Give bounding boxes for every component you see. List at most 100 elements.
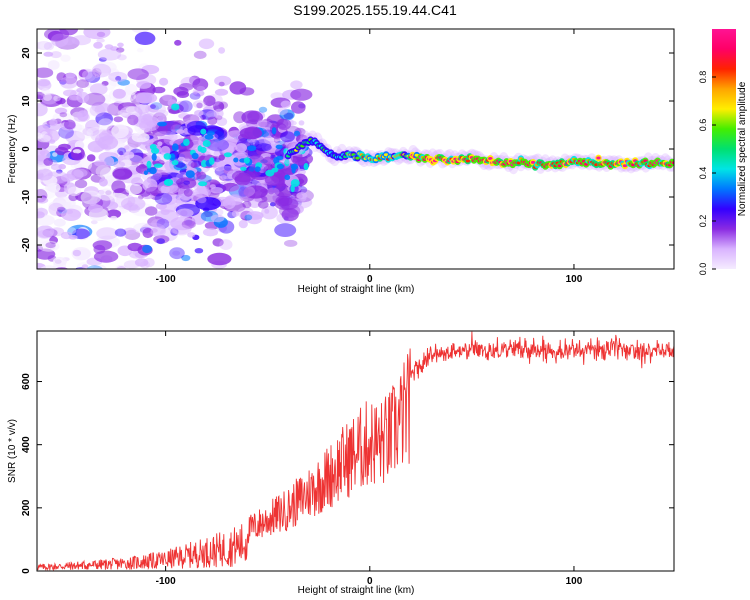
spectrogram-cell [671,161,674,165]
spectrogram-cell [50,51,62,59]
spectrogram-cell [95,112,113,126]
spectrogram-cell [39,150,46,156]
spectrogram-cell [275,144,283,150]
spectrogram-cell [82,70,93,80]
spectrogram-cell [95,165,111,178]
spectrogram-cell [65,130,85,144]
spectrogram-cell [123,227,136,235]
spectrogram-cell [193,90,205,97]
spectrogram-cell [126,295,149,307]
spectrogram-cell [284,158,290,167]
spectrogram-cell [67,186,82,197]
spectrogram-cell [196,102,203,109]
spectrogram-cell [43,93,52,101]
spectrogram-cell [60,231,73,240]
spectrogram-cell [176,282,187,290]
spectrogram-cell [39,265,59,269]
spectrogram-cell [94,74,100,78]
spectrogram-cell [244,126,262,140]
spectrogram-cell [89,104,106,117]
spectrogram-cell [192,78,209,91]
spectrogram-cell [58,143,71,151]
spectrogram-cell [284,174,291,181]
spectrogram-cell [153,163,163,168]
spectrogram-cell [229,184,256,198]
spectrogram-cell [290,179,300,187]
spectrogram-cell [61,276,68,282]
spectrogram-cell [63,89,77,97]
spectrogram-cell [43,157,53,166]
spectrogram-x-tick-label: -100 [156,274,176,285]
colorbar-ticks: 0.0 0.2 0.4 0.6 0.8 [698,71,716,275]
spectrogram-cell [90,220,98,225]
spectrogram-cell [91,63,112,78]
spectrogram-cell [155,109,169,118]
spectrogram-cell [123,202,139,211]
spectrogram-cell [97,188,116,201]
spectrogram-cell [154,192,173,205]
spectrogram-cell [135,303,153,313]
spectrogram-cell [92,294,101,299]
spectrogram-cell [96,38,105,43]
spectrogram-cell [109,289,130,300]
spectrogram-cell [214,88,229,96]
spectrogram-cell [178,100,193,113]
spectrogram-cell [37,67,54,78]
spectrogram-cell [160,209,170,216]
spectrogram-cell [254,166,261,172]
spectrogram-cell [303,163,309,171]
spectrogram-cell [54,107,68,115]
spectrogram-cell [49,118,58,127]
spectrogram-y-tick-label: -20 [21,237,32,252]
spectrogram-cell [117,42,124,48]
spectrogram-cell [99,283,108,291]
spectrogram-cell [94,160,107,167]
spectrogram-cell [92,264,107,269]
spectrogram-cell [110,215,118,221]
spectrogram-cell [273,136,281,144]
spectrogram-cell [47,60,60,70]
spectrogram-cell [260,129,276,139]
spectrogram-cell [275,195,290,207]
spectrogram-cell [276,163,285,170]
spectrogram-cell [96,227,118,240]
spectrogram-cell [197,285,217,295]
spectrogram-cell [271,127,277,135]
snr-x-tick-label: 100 [566,576,583,587]
spectrogram-cell [118,151,124,156]
spectrogram-cell [209,157,215,165]
spectrogram-cell [163,153,172,160]
spectrogram-cell [219,239,233,251]
spectrogram-cell [355,156,360,160]
spectrogram-cell [113,311,130,324]
spectrogram-cell [125,183,143,195]
spectrogram-cell [271,167,279,173]
spectrogram-cell [196,171,207,180]
spectrogram-cell [235,143,247,153]
spectrogram-cell [65,201,72,208]
spectrogram-cell [150,226,166,237]
spectrogram-cell [176,91,190,98]
spectrogram-cell [243,185,268,199]
spectrogram-cell [143,257,155,268]
colorbar-tick-label: 0.2 [698,215,708,228]
spectrogram-cell [117,79,130,86]
spectrogram-cell [34,269,55,282]
spectrogram-cell [66,169,84,180]
spectrogram-cell [116,266,127,269]
spectrogram-cell [74,124,85,131]
spectrogram-cell [260,188,269,193]
spectrogram-cell [37,197,49,204]
colorbar: 0.0 0.2 0.4 0.6 0.8 Normalized spectral ampl… [698,29,748,275]
spectrogram-cell [30,293,52,305]
spectrogram-cell [222,182,240,192]
spectrogram-cell [47,0,62,10]
spectrogram-cell [169,247,185,260]
spectrogram-cell [145,102,167,117]
spectrogram-cell [62,0,79,13]
spectrogram-cell [164,178,174,186]
spectrogram-cell [127,68,149,80]
spectrogram-cell [47,182,61,193]
spectrogram-cell [136,277,145,283]
